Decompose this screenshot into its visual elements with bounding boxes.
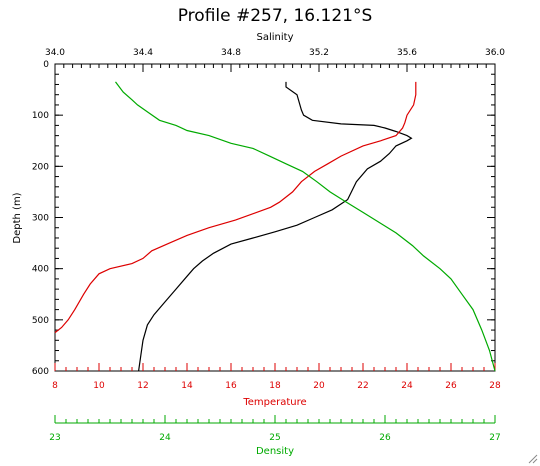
salinity-tick-label: 34.8 (221, 48, 241, 58)
density-axis-label: Density (256, 446, 294, 457)
temperature-tick-label: 20 (313, 381, 325, 391)
temperature-tick-label: 10 (93, 381, 105, 391)
chart-title: Profile #257, 16.121°S (178, 6, 373, 26)
y-tick-label: 600 (32, 367, 49, 377)
temperature-tick-label: 24 (401, 381, 413, 391)
density-profile-line (115, 81, 496, 372)
salinity-tick-label: 34.0 (45, 48, 65, 58)
temperature-tick-label: 28 (489, 381, 501, 391)
temperature-tick-label: 8 (52, 381, 58, 391)
salinity-axis-label: Salinity (257, 32, 294, 43)
salinity-tick-label: 34.4 (133, 48, 153, 58)
salinity-tick-label: 35.2 (309, 48, 329, 58)
y-tick-label: 500 (32, 316, 49, 326)
salinity-profile-line (138, 81, 413, 372)
y-tick-label: 200 (32, 162, 49, 172)
temperature-tick-label: 14 (181, 381, 193, 391)
temperature-tick-label: 12 (137, 381, 148, 391)
y-tick-label: 0 (43, 60, 49, 70)
temperature-tick-label: 26 (445, 381, 457, 391)
density-tick-label: 26 (379, 433, 391, 443)
density-tick-label: 23 (49, 433, 60, 443)
salinity-tick-label: 35.6 (397, 48, 417, 58)
temperature-profile-line (54, 81, 417, 334)
resize-grip-icon[interactable] (526, 452, 538, 464)
temperature-tick-label: 18 (269, 381, 281, 391)
salinity-tick-label: 36.0 (485, 48, 505, 58)
temperature-tick-label: 22 (357, 381, 368, 391)
density-tick-label: 24 (159, 433, 171, 443)
plot-frame (54, 63, 496, 372)
y-tick-label: 100 (32, 111, 49, 121)
y-axis-label: Depth (m) (12, 192, 23, 243)
y-tick-label: 300 (32, 214, 49, 224)
density-tick-label: 27 (489, 433, 500, 443)
temperature-axis-label: Temperature (242, 397, 306, 408)
temperature-tick-label: 16 (225, 381, 237, 391)
density-tick-label: 25 (269, 433, 280, 443)
y-tick-label: 400 (32, 265, 49, 275)
